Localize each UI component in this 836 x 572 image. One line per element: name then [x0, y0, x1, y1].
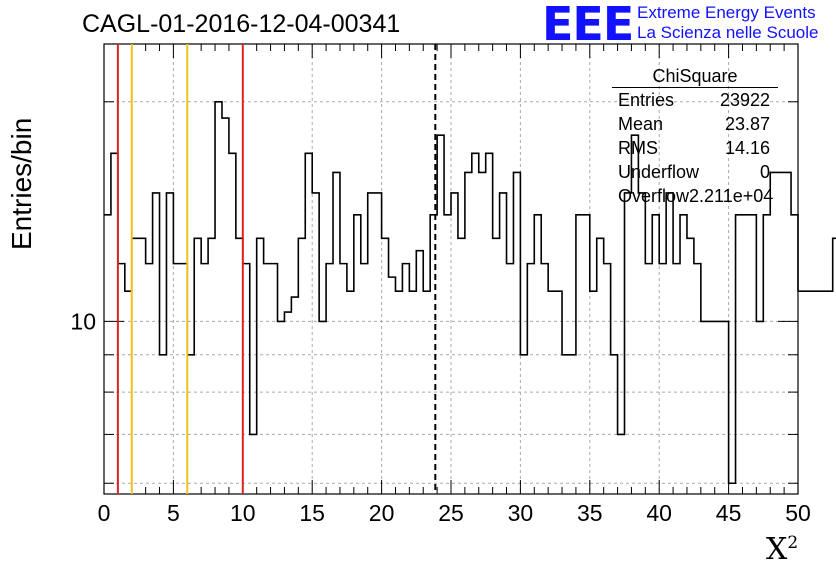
eee-logo: EEE: [542, 0, 634, 51]
x-axis-label-base: X: [766, 532, 788, 567]
x-axis-label-sup: 2: [787, 533, 799, 553]
logo-subtitle-2: La Scienza nelle Scuole: [637, 23, 819, 42]
logo-subtitle-1: Extreme Energy Events: [637, 3, 816, 22]
stats-value: 23922: [719, 90, 770, 110]
stats-label: Overflow: [618, 186, 690, 206]
stats-value: 2.211e+04: [689, 186, 774, 206]
x-tick-label: 0: [98, 500, 111, 526]
x-tick-label: 50: [785, 500, 811, 526]
x-tick-label: 45: [716, 500, 742, 526]
stats-label: Underflow: [618, 162, 700, 182]
stats-box: ChiSquare Entries 23922 Mean 23.87 RMS 14.1…: [610, 66, 778, 208]
x-tick-label: 30: [508, 500, 534, 526]
chart-title: CAGL-01-2016-12-04-00341: [82, 10, 401, 38]
x-tick-label: 5: [167, 500, 180, 526]
stats-row-rms: RMS 14.16: [610, 136, 778, 160]
x-tick-label: 20: [369, 500, 395, 526]
stats-value: 0: [759, 162, 770, 182]
x-tick-label: 35: [577, 500, 603, 526]
x-tick-label: 25: [438, 500, 464, 526]
x-tick-label: 15: [299, 500, 325, 526]
stats-row-mean: Mean 23.87: [610, 112, 778, 136]
x-tick-label: 10: [230, 500, 256, 526]
stats-box-name: ChiSquare: [612, 66, 778, 88]
stats-value: 14.16: [724, 138, 770, 158]
stats-label: Entries: [618, 90, 675, 110]
histogram-bars: [104, 100, 836, 485]
stats-label: Mean: [618, 114, 664, 134]
y-tick-label: 10: [70, 308, 96, 334]
stats-row-entries: Entries 23922: [610, 88, 778, 112]
stats-row-overflow: Overflow 2.211e+04: [610, 184, 778, 208]
stats-value: 23.87: [724, 114, 770, 134]
x-tick-label: 40: [646, 500, 672, 526]
x-axis-label: X2: [766, 532, 798, 567]
stats-row-underflow: Underflow 0: [610, 160, 778, 184]
stats-label: RMS: [618, 138, 658, 158]
